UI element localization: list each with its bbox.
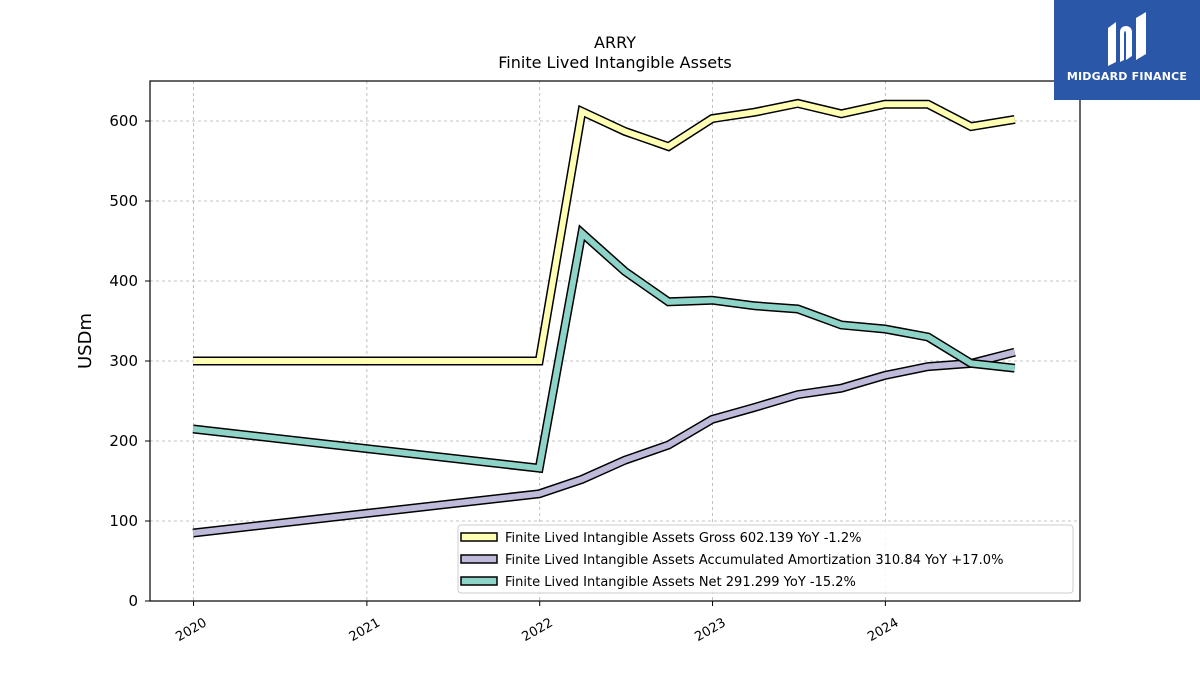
brand-name: MIDGARD FINANCE	[1066, 70, 1188, 83]
x-tick-label: 2020	[173, 615, 209, 645]
midgard-logo-icon	[1108, 12, 1146, 66]
legend-label: Finite Lived Intangible Assets Accumulat…	[505, 553, 1003, 568]
chart-title: ARRY	[594, 33, 636, 52]
legend-box	[457, 524, 1074, 594]
plot-frame	[149, 80, 1081, 602]
series-outline	[193, 98, 1016, 366]
x-tick-label: 2023	[692, 615, 728, 645]
series-stroke	[193, 100, 1016, 364]
y-tick-label: 0	[128, 592, 138, 610]
y-tick-label: 300	[109, 352, 138, 370]
legend-label: Finite Lived Intangible Assets Net 291.2…	[505, 575, 856, 590]
series-3-line	[192, 224, 1016, 474]
series-layer	[192, 98, 1016, 538]
y-tick-label: 500	[109, 192, 138, 210]
legend-item-3: Finite Lived Intangible Assets Net 291.2…	[460, 575, 856, 590]
series-stroke	[192, 227, 1016, 472]
legend: Finite Lived Intangible Assets Gross 602…	[457, 524, 1074, 594]
legend-item-2: Finite Lived Intangible Assets Accumulat…	[460, 553, 1003, 568]
series-1-line	[193, 98, 1016, 366]
grid-lines	[150, 81, 1080, 602]
chart-subtitle: Finite Lived Intangible Assets	[498, 53, 731, 72]
legend-label: Finite Lived Intangible Assets Gross 602…	[505, 531, 861, 546]
y-tick-label: 400	[109, 272, 138, 290]
brand-logo: MIDGARD FINANCE	[1054, 0, 1200, 100]
x-tick-label: 2024	[865, 615, 901, 645]
legend-swatch	[460, 554, 498, 564]
y-axis-label: USDm	[75, 313, 96, 369]
series-2-line	[192, 347, 1016, 538]
x-axis-ticks: 2020 2021 2022 2023 2024	[173, 601, 901, 645]
series-outline	[192, 224, 1016, 474]
legend-swatch	[460, 576, 498, 586]
x-tick-label: 2021	[347, 615, 383, 645]
y-tick-label: 200	[109, 432, 138, 450]
legend-item-1: Finite Lived Intangible Assets Gross 602…	[460, 531, 861, 546]
series-stroke	[192, 349, 1016, 536]
y-tick-label: 600	[109, 112, 138, 130]
legend-swatch	[460, 532, 498, 542]
y-tick-label: 100	[109, 512, 138, 530]
y-axis-ticks: 0 100 200 300 400 500 600	[109, 112, 150, 610]
x-tick-label: 2022	[520, 615, 556, 645]
